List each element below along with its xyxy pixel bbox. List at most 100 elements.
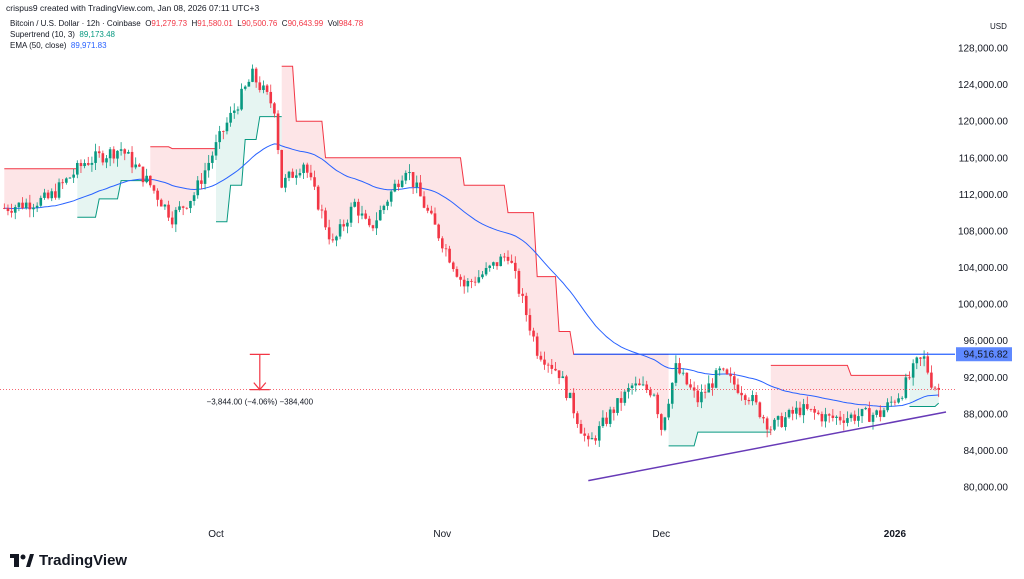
volume-label: Vol	[327, 19, 339, 28]
candle-body	[791, 409, 794, 414]
candle-body	[937, 387, 940, 390]
candle	[32, 203, 35, 218]
candle-body	[481, 274, 484, 278]
candle	[138, 163, 141, 167]
candle-body	[889, 401, 893, 403]
candle	[145, 168, 148, 184]
candle	[298, 168, 302, 178]
symbol-legend: Bitcoin / U.S. Dollar · 12h · Coinbase O…	[10, 19, 363, 28]
y-tick-label: 128,000.00	[958, 44, 1008, 55]
y-tick-label: 112,000.00	[959, 190, 1009, 201]
ema-legend[interactable]: EMA (50, close) 89,971.83	[10, 41, 107, 50]
candle	[466, 278, 470, 293]
candle-body	[302, 164, 305, 174]
candle	[65, 177, 68, 185]
candle-body	[550, 364, 554, 369]
candle	[517, 268, 521, 297]
candle-body	[21, 202, 24, 209]
candle	[17, 202, 21, 212]
candle-body	[514, 262, 517, 271]
candle-body	[594, 438, 597, 441]
candle	[371, 224, 375, 232]
candle-body	[674, 363, 678, 383]
candle	[758, 401, 762, 419]
candle-body	[813, 408, 816, 413]
high-value: 91,580.01	[197, 19, 233, 28]
candle-body	[532, 330, 535, 337]
candle	[451, 261, 455, 272]
supertrend-legend[interactable]: Supertrend (10, 3) 89,173.48	[10, 30, 115, 39]
candle	[167, 200, 170, 222]
candle	[900, 396, 904, 401]
candle	[933, 386, 937, 391]
candle	[444, 244, 448, 257]
y-tick-label: 104,000.00	[958, 263, 1008, 274]
candle	[3, 203, 6, 210]
x-tick-label: 2026	[884, 529, 907, 540]
candle-body	[426, 207, 429, 211]
candle	[780, 412, 784, 428]
candle	[809, 408, 813, 412]
candle	[879, 405, 882, 422]
candle-body	[484, 267, 488, 275]
candle-body	[470, 280, 473, 282]
candle-body	[528, 315, 532, 331]
candle-body	[875, 410, 878, 415]
candle	[565, 374, 568, 401]
candle-body	[287, 171, 291, 178]
candle	[521, 288, 524, 304]
x-tick-label: Oct	[208, 529, 224, 540]
candle	[557, 370, 561, 385]
candle	[116, 150, 119, 167]
candle	[554, 361, 557, 372]
candle-body	[605, 417, 608, 424]
candle-body	[619, 398, 623, 403]
ema-value: 89,971.83	[70, 41, 107, 50]
candle	[346, 219, 349, 234]
candle	[703, 384, 707, 399]
candle-body	[349, 206, 353, 223]
candle-body	[309, 172, 313, 178]
candle	[327, 219, 331, 245]
candle-body	[280, 149, 283, 188]
candle-body	[39, 197, 43, 206]
candle	[663, 416, 667, 432]
candle-body	[397, 183, 400, 188]
candle-body	[678, 363, 681, 374]
candle-body	[331, 239, 335, 241]
candle	[849, 412, 853, 422]
candle-body	[820, 413, 824, 422]
candle	[670, 382, 674, 409]
candle-body	[170, 217, 174, 225]
symbol-name[interactable]: Bitcoin / U.S. Dollar · 12h · Coinbase	[10, 19, 141, 28]
candle-body	[185, 207, 189, 209]
candle-body	[627, 387, 630, 392]
candle	[247, 79, 251, 87]
candle	[108, 147, 112, 167]
candle-body	[97, 151, 101, 154]
candle	[568, 392, 572, 399]
candle-body	[338, 224, 342, 237]
tradingview-logo-icon	[10, 553, 34, 567]
supertrend-fill	[909, 357, 939, 407]
candle	[28, 194, 32, 218]
candle	[831, 409, 835, 422]
candle-body	[448, 248, 451, 263]
candle	[112, 146, 116, 164]
candle-body	[247, 81, 251, 87]
candle-body	[324, 210, 327, 228]
candle-body	[725, 369, 729, 375]
candle	[539, 351, 543, 362]
y-tick-label: 80,000.00	[964, 483, 1009, 494]
candle-body	[835, 416, 838, 418]
candle	[393, 179, 397, 193]
candle-body	[849, 414, 853, 419]
candle-body	[904, 377, 908, 398]
candle	[864, 406, 867, 411]
candle	[889, 396, 893, 407]
candle	[638, 378, 641, 386]
candle	[806, 396, 809, 411]
candle	[473, 276, 477, 287]
candle	[733, 371, 736, 391]
